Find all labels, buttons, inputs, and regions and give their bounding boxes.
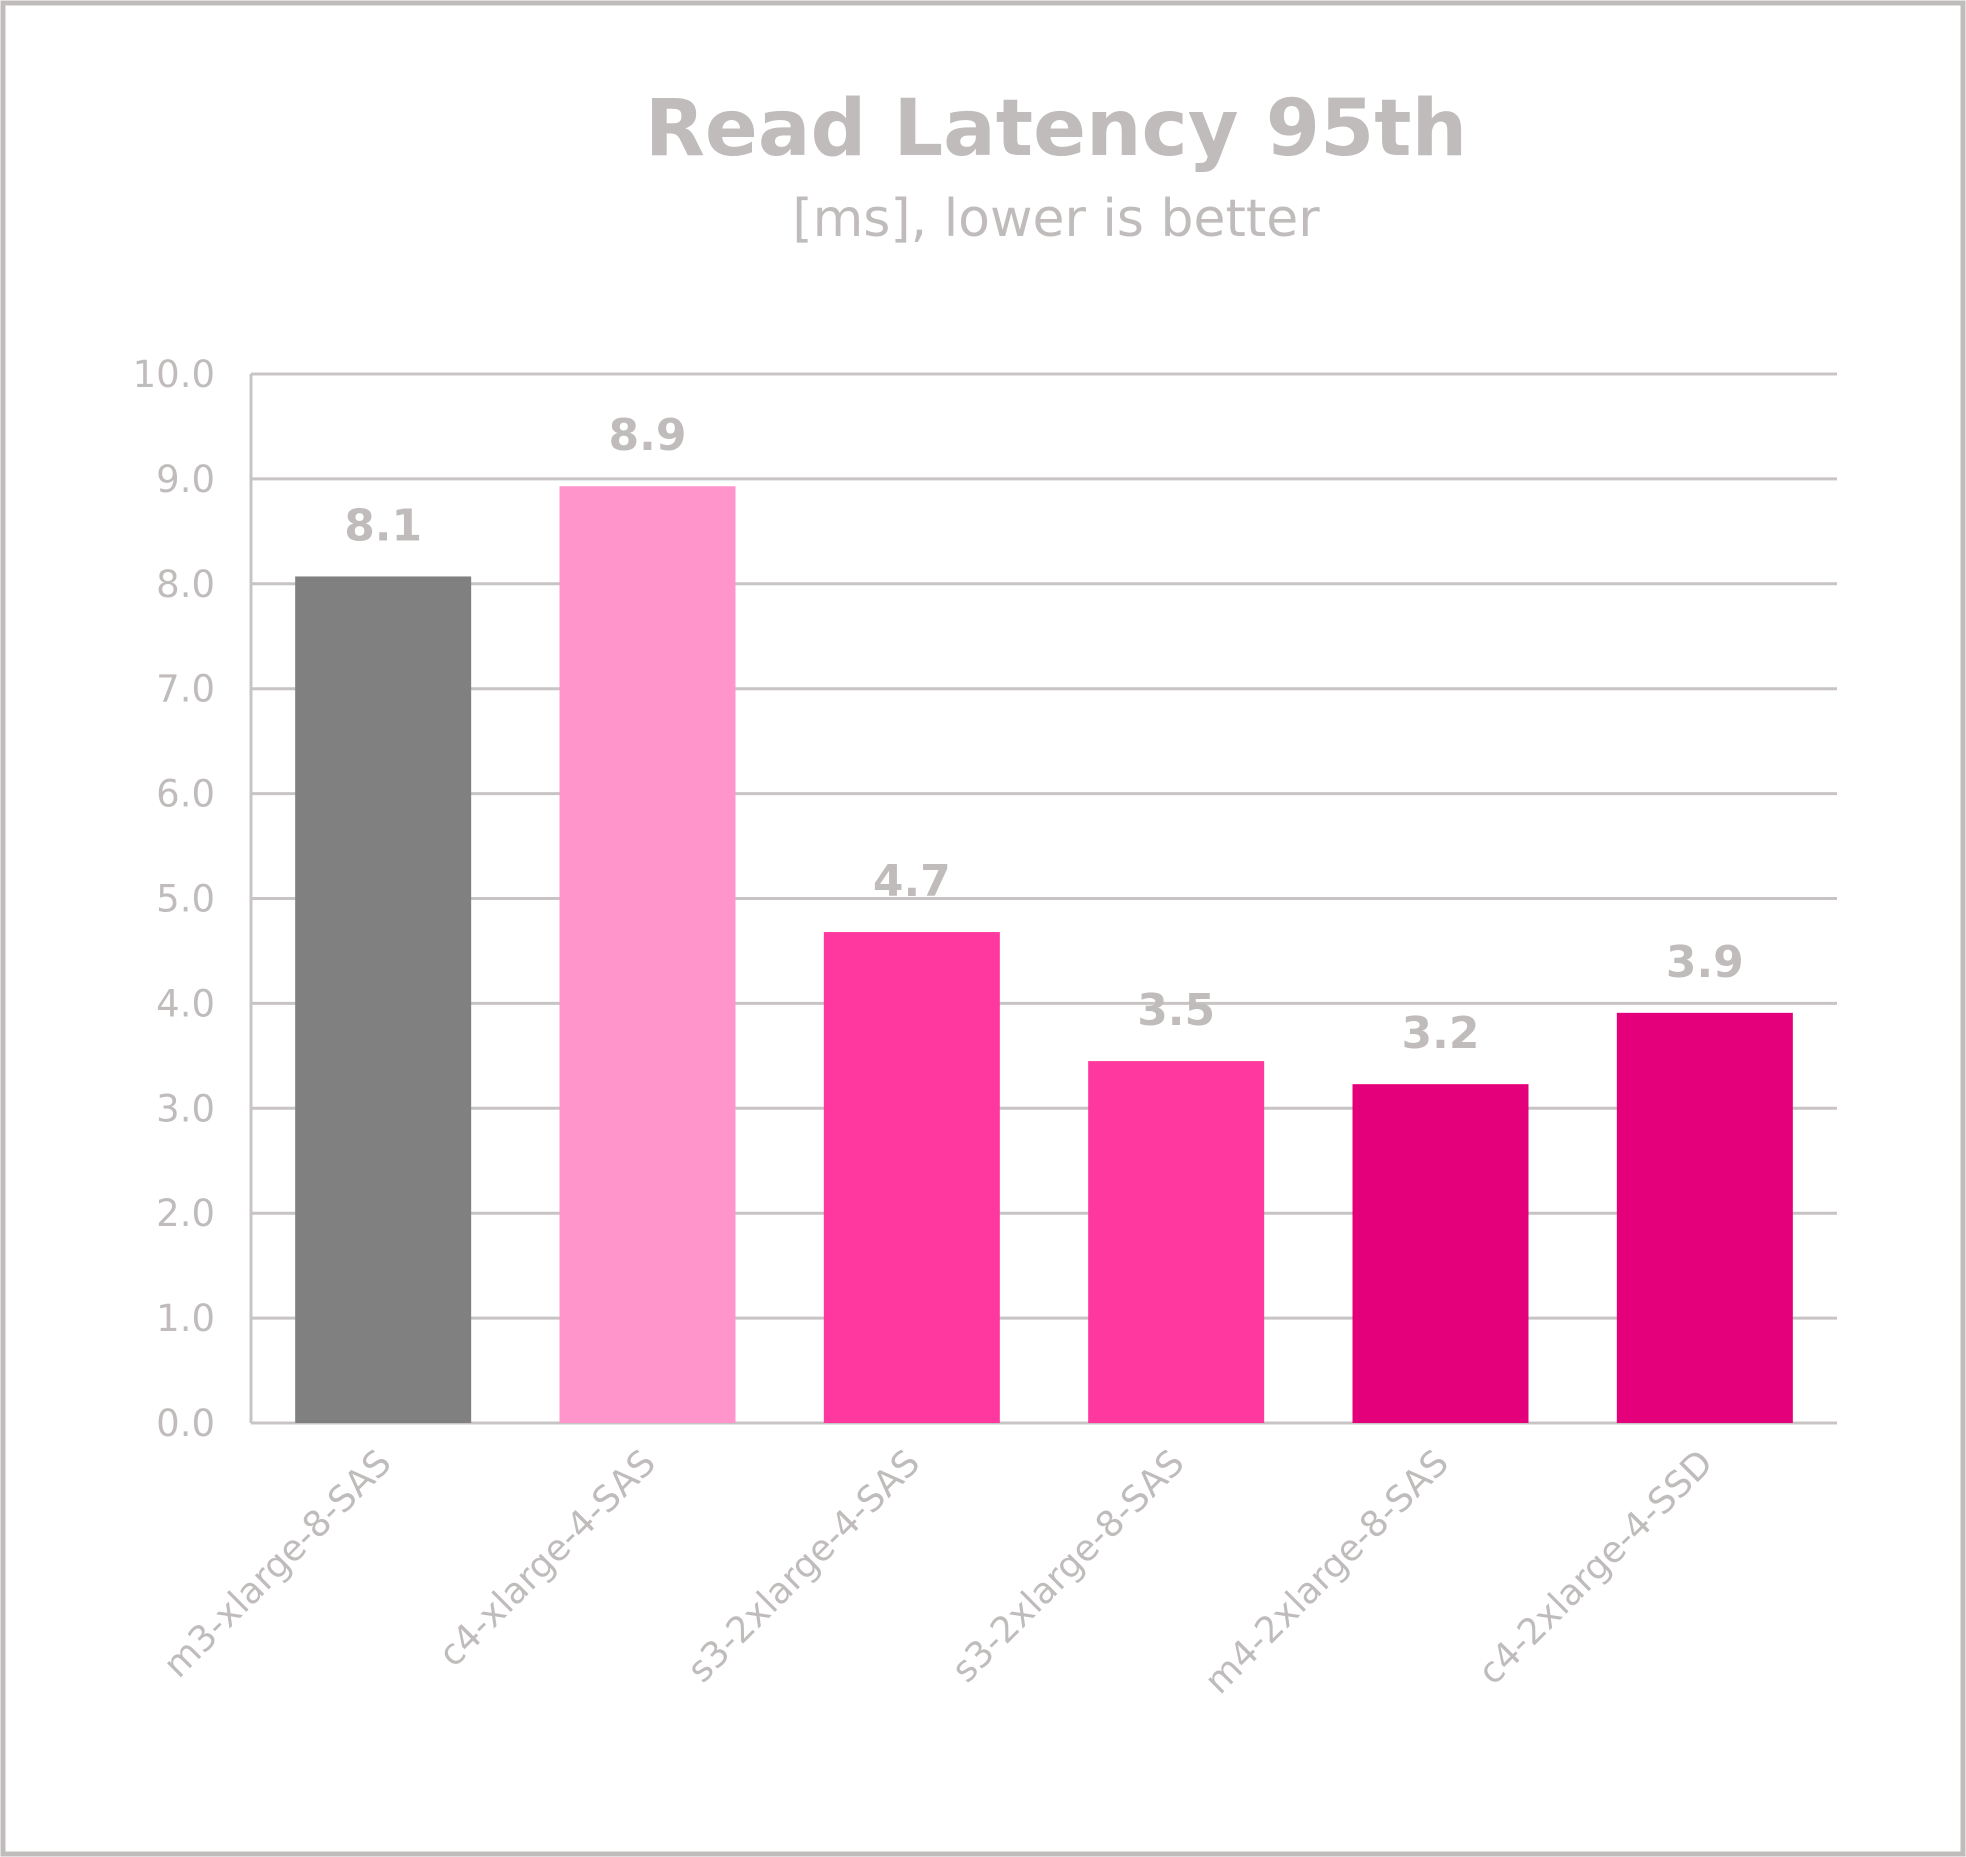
data-label: 3.9: [1666, 937, 1744, 988]
data-label: 3.5: [1137, 985, 1215, 1036]
y-tick-label: 2.0: [156, 1192, 215, 1235]
y-tick-label: 0.0: [156, 1402, 215, 1445]
y-tick-label: 4.0: [156, 982, 215, 1025]
y-tick-label: 5.0: [156, 878, 215, 921]
data-label: 8.9: [609, 410, 687, 461]
y-tick-label: 10.0: [133, 353, 215, 396]
bar: [1352, 1084, 1529, 1423]
y-tick-label: 1.0: [156, 1297, 215, 1340]
y-tick-label: 9.0: [156, 458, 215, 501]
data-label: 4.7: [873, 856, 951, 907]
y-tick-label: 6.0: [156, 773, 215, 816]
chart-subtitle: [ms], lower is better: [792, 189, 1320, 249]
bar: [1616, 1012, 1793, 1423]
y-tick-label: 7.0: [156, 668, 215, 711]
y-tick-label: 3.0: [156, 1087, 215, 1130]
bar: [1088, 1061, 1265, 1423]
chart-title: Read Latency 95th: [645, 84, 1467, 174]
y-tick-label: 8.0: [156, 563, 215, 606]
bar: [295, 576, 472, 1423]
data-label: 3.2: [1402, 1008, 1480, 1059]
data-label: 8.1: [344, 500, 422, 551]
bar: [823, 932, 1000, 1423]
bar: [559, 486, 736, 1423]
